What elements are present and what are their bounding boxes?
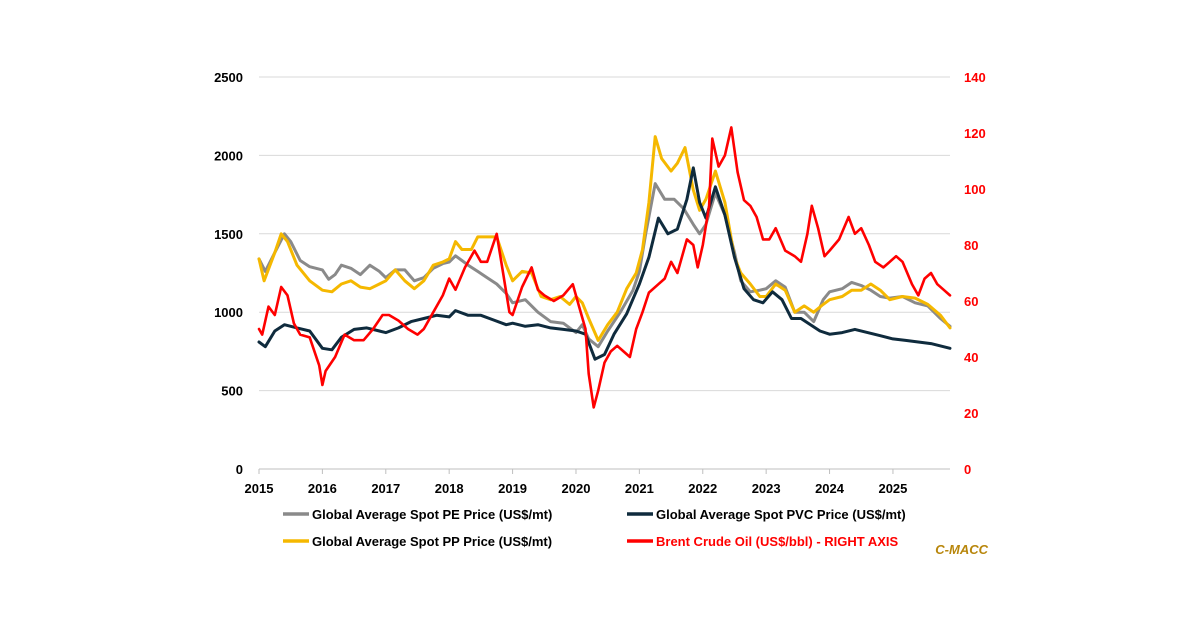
x-tick-label: 2015 — [245, 481, 274, 496]
legend-label: Global Average Spot PE Price (US$/mt) — [312, 507, 552, 522]
y-tick-label: 0 — [236, 462, 243, 477]
x-tick-label: 2024 — [815, 481, 845, 496]
y2-tick-label: 60 — [964, 294, 978, 309]
x-tick-label: 2021 — [625, 481, 654, 496]
legend-label: Global Average Spot PVC Price (US$/mt) — [656, 507, 906, 522]
source-credit: C-MACC — [935, 542, 988, 557]
y-tick-label: 500 — [221, 384, 243, 399]
y2-tick-label: 80 — [964, 238, 978, 253]
x-tick-label: 2017 — [371, 481, 400, 496]
series-lines — [257, 126, 952, 409]
legend: Global Average Spot PE Price (US$/mt) Glo… — [283, 507, 906, 549]
x-tick-label: 2025 — [878, 481, 907, 496]
y-tick-label: 1000 — [214, 305, 243, 320]
y-tick-label: 2500 — [214, 70, 243, 85]
y2-tick-label: 20 — [964, 406, 978, 421]
legend-label: Global Average Spot PP Price (US$/mt) — [312, 534, 552, 549]
y2-tick-label: 140 — [964, 70, 986, 85]
series-line-pp — [257, 135, 952, 342]
y2-tick-label: 120 — [964, 126, 986, 141]
series-line-pe — [257, 182, 952, 349]
x-tick-label: 2020 — [562, 481, 591, 496]
y-tick-label: 2000 — [214, 148, 243, 163]
x-tick-label: 2022 — [688, 481, 717, 496]
x-tick-label: 2019 — [498, 481, 527, 496]
legend-label: Brent Crude Oil (US$/bbl) - RIGHT AXIS — [656, 534, 899, 549]
y2-tick-label: 0 — [964, 462, 971, 477]
x-tick-label: 2016 — [308, 481, 337, 496]
x-tick-label: 2018 — [435, 481, 464, 496]
y2-tick-label: 40 — [964, 350, 978, 365]
y-tick-label: 1500 — [214, 227, 243, 242]
y2-tick-label: 100 — [964, 182, 986, 197]
axes: 0 500 1000 1500 2000 2500 0 20 40 60 80 100 120 140 20… — [214, 70, 986, 496]
series-line-brent — [257, 126, 952, 409]
x-tick-label: 2023 — [752, 481, 781, 496]
gridlines — [259, 76, 950, 392]
series-line-pvc — [257, 166, 952, 361]
